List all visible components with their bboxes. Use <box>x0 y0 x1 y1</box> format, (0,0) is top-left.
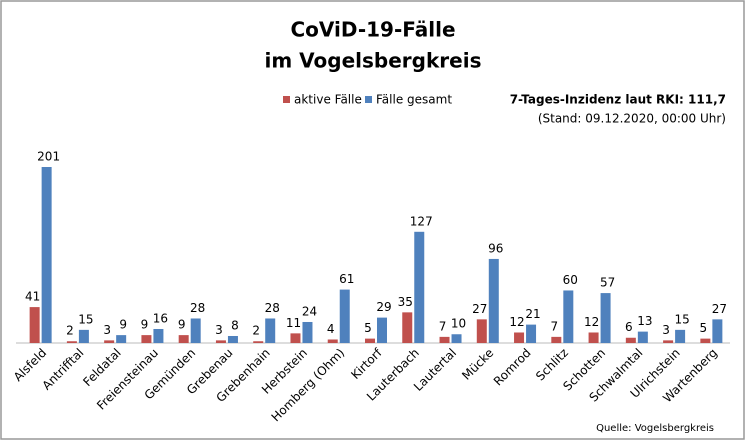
bar <box>190 318 201 343</box>
bar <box>153 328 164 343</box>
value-label: 4 <box>327 322 335 336</box>
chart-title: CoViD-19-Fälle <box>290 18 455 42</box>
bar <box>600 293 611 343</box>
value-label: 2 <box>66 324 74 338</box>
source: Quelle: Vogelsbergkreis <box>596 423 714 434</box>
bar <box>265 318 276 343</box>
bar <box>526 324 537 343</box>
annotation: (Stand: 09.12.2020, 00:00 Uhr) <box>538 112 726 126</box>
bar <box>625 337 636 343</box>
bar <box>402 312 413 343</box>
value-label: 61 <box>339 272 354 286</box>
value-label: 10 <box>451 317 466 331</box>
bar <box>563 290 574 343</box>
legend-label: Fälle gesamt <box>376 93 452 107</box>
bar <box>476 319 487 343</box>
value-label: 21 <box>525 307 540 321</box>
value-label: 3 <box>662 323 670 337</box>
bar <box>365 338 375 343</box>
annotation: 7-Tages-Inzidenz laut RKI: 111,7 <box>510 93 726 107</box>
value-label: 9 <box>141 318 149 332</box>
value-label: 29 <box>376 300 391 314</box>
bar <box>339 289 350 343</box>
bar <box>302 321 313 343</box>
value-label: 7 <box>550 319 558 333</box>
bar <box>29 307 40 343</box>
bar <box>253 341 264 343</box>
bar <box>663 340 674 343</box>
value-label: 9 <box>119 318 127 332</box>
legend-label: aktive Fälle <box>294 93 362 107</box>
bar <box>700 338 711 343</box>
bar <box>488 258 499 343</box>
bar <box>514 332 525 343</box>
value-label: 3 <box>103 323 111 337</box>
bar <box>377 317 387 343</box>
bar <box>439 336 450 343</box>
bar <box>290 333 301 343</box>
value-label: 15 <box>78 312 93 326</box>
value-label: 96 <box>488 241 503 255</box>
value-label: 15 <box>674 312 689 326</box>
bar <box>178 335 189 343</box>
value-label: 16 <box>153 311 168 325</box>
value-label: 12 <box>584 315 599 329</box>
value-label: 35 <box>398 295 413 309</box>
value-label: 2 <box>252 324 260 338</box>
chart-title: im Vogelsbergkreis <box>265 49 482 73</box>
bar <box>104 340 115 343</box>
value-label: 5 <box>700 321 708 335</box>
bar <box>551 336 562 343</box>
value-label: 6 <box>625 320 633 334</box>
value-label: 24 <box>302 304 317 318</box>
value-label: 201 <box>37 150 60 164</box>
value-label: 41 <box>25 290 40 304</box>
bar <box>414 231 425 343</box>
bar <box>588 332 599 343</box>
bar <box>66 341 77 343</box>
value-label: 27 <box>472 302 487 316</box>
value-label: 60 <box>563 273 578 287</box>
value-label: 127 <box>410 214 433 228</box>
bar <box>675 329 686 343</box>
legend-swatch <box>365 96 372 103</box>
value-label: 7 <box>439 319 447 333</box>
bar <box>78 329 89 343</box>
value-label: 12 <box>509 315 524 329</box>
bar <box>712 319 723 343</box>
value-label: 28 <box>265 301 280 315</box>
value-label: 8 <box>231 318 239 332</box>
bar <box>41 167 52 343</box>
bar <box>116 335 127 343</box>
value-label: 11 <box>286 316 301 330</box>
value-label: 3 <box>215 323 223 337</box>
value-label: 28 <box>190 301 205 315</box>
bar <box>227 335 238 343</box>
bar <box>637 331 648 343</box>
legend-swatch <box>283 96 290 103</box>
value-label: 9 <box>178 318 186 332</box>
value-label: 5 <box>364 321 372 335</box>
bar <box>215 340 226 343</box>
bar <box>327 339 338 343</box>
value-label: 13 <box>637 314 652 328</box>
bar <box>451 334 462 343</box>
value-label: 57 <box>600 276 615 290</box>
value-label: 27 <box>712 302 727 316</box>
bar <box>141 335 152 343</box>
